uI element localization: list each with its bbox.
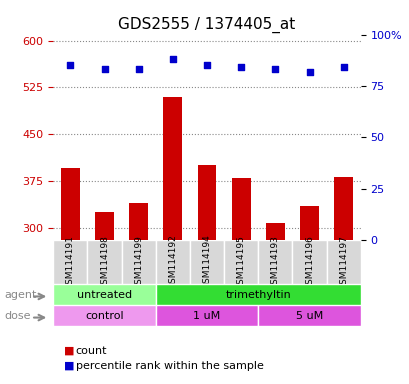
Text: GSM114192: GSM114192 bbox=[168, 235, 177, 290]
Bar bbox=[197, 165, 216, 240]
Point bbox=[135, 66, 142, 73]
FancyBboxPatch shape bbox=[326, 240, 360, 284]
Point bbox=[306, 68, 312, 74]
Point bbox=[203, 62, 210, 68]
Bar bbox=[129, 203, 148, 240]
Bar bbox=[95, 212, 114, 240]
Text: GSM114193: GSM114193 bbox=[270, 235, 279, 290]
FancyBboxPatch shape bbox=[155, 305, 258, 326]
Bar bbox=[163, 97, 182, 240]
Text: ■: ■ bbox=[63, 361, 74, 371]
Text: percentile rank within the sample: percentile rank within the sample bbox=[76, 361, 263, 371]
Text: GSM114199: GSM114199 bbox=[134, 235, 143, 290]
Point bbox=[237, 65, 244, 71]
Text: GSM114196: GSM114196 bbox=[304, 235, 313, 290]
Text: GSM114191: GSM114191 bbox=[66, 235, 75, 290]
FancyBboxPatch shape bbox=[155, 240, 189, 284]
Point bbox=[169, 56, 176, 62]
Text: GSM114198: GSM114198 bbox=[100, 235, 109, 290]
Text: dose: dose bbox=[4, 311, 31, 321]
Text: GSM114197: GSM114197 bbox=[338, 235, 347, 290]
Text: control: control bbox=[85, 311, 124, 321]
Bar bbox=[333, 177, 352, 240]
Bar bbox=[265, 223, 284, 240]
Text: 5 uM: 5 uM bbox=[295, 311, 322, 321]
FancyBboxPatch shape bbox=[53, 305, 155, 326]
FancyBboxPatch shape bbox=[53, 284, 155, 305]
FancyBboxPatch shape bbox=[258, 305, 360, 326]
Point bbox=[339, 65, 346, 71]
Text: untreated: untreated bbox=[77, 290, 132, 300]
Text: count: count bbox=[76, 346, 107, 356]
Point bbox=[272, 66, 278, 73]
Text: GSM114195: GSM114195 bbox=[236, 235, 245, 290]
FancyBboxPatch shape bbox=[258, 240, 292, 284]
FancyBboxPatch shape bbox=[53, 240, 87, 284]
Bar bbox=[299, 206, 318, 240]
FancyBboxPatch shape bbox=[87, 240, 121, 284]
Text: 1 uM: 1 uM bbox=[193, 311, 220, 321]
FancyBboxPatch shape bbox=[292, 240, 326, 284]
Point bbox=[101, 66, 108, 73]
FancyBboxPatch shape bbox=[121, 240, 155, 284]
Bar bbox=[61, 169, 80, 240]
Point bbox=[67, 62, 74, 68]
FancyBboxPatch shape bbox=[155, 284, 360, 305]
Text: trimethyltin: trimethyltin bbox=[225, 290, 290, 300]
Title: GDS2555 / 1374405_at: GDS2555 / 1374405_at bbox=[118, 17, 295, 33]
Text: agent: agent bbox=[4, 290, 36, 300]
FancyBboxPatch shape bbox=[189, 240, 224, 284]
Text: ■: ■ bbox=[63, 346, 74, 356]
FancyBboxPatch shape bbox=[224, 240, 258, 284]
Bar bbox=[231, 178, 250, 240]
Text: GSM114194: GSM114194 bbox=[202, 235, 211, 290]
